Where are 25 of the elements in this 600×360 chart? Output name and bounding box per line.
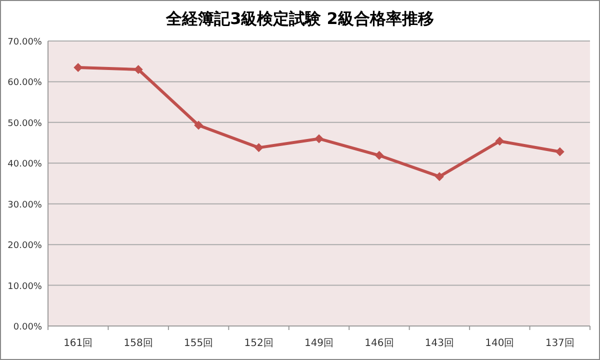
x-tick-label: 146回 [364,338,394,349]
y-tick-label: 10.00% [8,282,42,292]
y-tick-label: 40.00% [8,160,42,170]
y-tick-label: 30.00% [8,200,42,210]
chart-title: 全経簿記3級検定試験 2級合格率推移 [165,9,434,28]
y-tick-label: 60.00% [8,78,42,88]
point [555,147,564,156]
x-tick-label: 140回 [485,338,514,349]
point [194,120,204,130]
point [495,136,504,146]
y-tick-label: 70.00% [8,38,42,48]
point [254,143,264,152]
x-tick-label: 152回 [244,338,274,349]
y-tick-label: 50.00% [8,118,42,129]
x-tick-label: 143回 [424,338,454,349]
x-tick-label: 161回 [64,338,93,349]
y-tick-label: 0.00% [13,322,42,332]
x-tick-label: 155回 [184,338,214,349]
x-tick-label: 149回 [304,338,334,349]
x-tick-label: 158回 [124,338,153,349]
x-tick-label: 137回 [545,338,574,349]
point [314,134,324,144]
point [434,172,444,182]
y-tick-label: 20.00% [8,241,42,252]
point [374,150,384,160]
